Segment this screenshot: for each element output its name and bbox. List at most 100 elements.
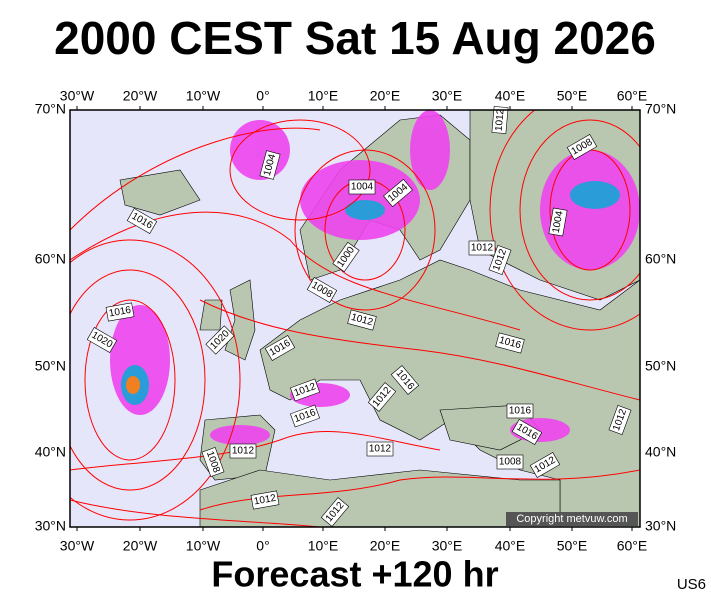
isobar-label: 1016 [495, 332, 525, 354]
isobar-label-box [86, 327, 118, 353]
isobar-label-box [348, 179, 376, 195]
isobar-label-text: 1016 [509, 406, 532, 417]
lon-label-bottom: 30°W [60, 538, 95, 554]
lon-label-top: 50°E [557, 88, 588, 104]
lon-label-top: 10°W [186, 88, 221, 104]
isobar-label-box [264, 335, 296, 361]
lat-label-right: 60°N [645, 251, 676, 267]
isobar-label-text: 1012 [253, 493, 277, 508]
isobar-label-box [468, 240, 496, 256]
lon-label-bottom: 30°E [432, 538, 463, 554]
isobar-label-text: 1012 [494, 108, 507, 132]
lon-label-top: 20°W [123, 88, 158, 104]
isobar-label: 1012 [608, 405, 632, 435]
lon-label-bottom: 0° [256, 538, 269, 554]
isobar-label-box [488, 245, 512, 275]
isobar-label: 1004 [259, 150, 281, 180]
isobar-label-box [201, 447, 225, 477]
isobar-label-text: 1004 [551, 210, 566, 234]
isobar-label: 1012 [290, 378, 320, 402]
lat-label-left: 50°N [35, 358, 66, 374]
lon-label-bottom: 50°E [557, 538, 588, 554]
lon-label-top: 60°E [617, 88, 648, 104]
isobar-label: 1016 [290, 404, 320, 428]
graticule-labels: 30°W 30°W 20°W 20°W 10°W 10°W 0° 0° 10°E 10°E 20°E… [35, 88, 677, 554]
lat-label-left: 30°N [35, 518, 66, 534]
lon-label-top: 0° [256, 88, 269, 104]
isobar-label-box [366, 441, 394, 457]
isobar-label: 1012 [250, 490, 280, 510]
map-frame [69, 109, 641, 528]
forecast-label: Forecast +120 hr [211, 554, 498, 595]
lon-label-top: 30°W [60, 88, 95, 104]
title: 2000 CEST Sat 15 Aug 2026 [54, 12, 656, 64]
intense-precipitation [126, 376, 140, 394]
lon-label-bottom: 10°W [186, 538, 221, 554]
lon-label-top: 40°E [495, 88, 526, 104]
isobar-label-box [367, 382, 397, 412]
lat-label-left: 60°N [35, 251, 66, 267]
isobar-label-box [332, 241, 360, 273]
isobar-label-box [126, 208, 158, 234]
isobar-label-box [566, 134, 598, 160]
isobar-label-box [608, 405, 632, 435]
copyright-box [506, 512, 638, 526]
isobar-label-box [548, 207, 568, 237]
isobar-label-box [250, 490, 280, 510]
isobar-label: 1016 [105, 302, 135, 322]
model-code: US6 [677, 576, 706, 593]
isobar-label: 1008 [201, 447, 225, 477]
isobar-label-box [205, 325, 235, 355]
isobar-label: 1012 [347, 309, 377, 331]
isobar-label-box [390, 365, 420, 395]
isobar-label: 1012 [488, 245, 512, 275]
isobar-label-box [491, 106, 509, 134]
isobar-label-box [496, 454, 524, 470]
isobar-label-text: 1012 [232, 446, 255, 457]
lon-label-bottom: 40°E [495, 538, 526, 554]
isobar-label-box [529, 452, 561, 478]
isobar-label-box [383, 178, 413, 208]
lon-label-bottom: 20°E [370, 538, 401, 554]
isobar-label-text: 1012 [471, 243, 494, 254]
lon-label-top: 20°E [370, 88, 401, 104]
isobar-label-box [290, 404, 320, 428]
isobar-label-box [511, 419, 543, 445]
isobar-label-box [506, 403, 534, 419]
isobar-label-box [105, 302, 135, 322]
lat-label-right: 40°N [645, 444, 676, 460]
lat-label-left: 40°N [35, 444, 66, 460]
lon-label-bottom: 10°E [308, 538, 339, 554]
isobar-label-box [495, 332, 525, 354]
isobar-label: 1008 [496, 454, 524, 470]
lat-label-right: 30°N [645, 518, 676, 534]
copyright: Copyright metvuw.com [516, 513, 627, 525]
lon-label-top: 10°E [308, 88, 339, 104]
isobar-label: 1012 [491, 106, 509, 134]
isobar-label-box [306, 277, 338, 303]
isobar-label: 1016 [506, 403, 534, 419]
isobar-label: 1012 [229, 443, 257, 459]
lat-label-left: 70°N [35, 101, 66, 117]
isobar-label-box [229, 443, 257, 459]
lat-label-right: 70°N [645, 101, 676, 117]
isobar-label-text: 1012 [369, 444, 392, 455]
isobar-label-box [259, 150, 281, 180]
isobar-label: 1004 [548, 207, 568, 237]
isobar-label-box [347, 309, 377, 331]
isobar-label: 1012 [468, 240, 496, 256]
isobar-label: 1012 [366, 441, 394, 457]
isobar-label-box [290, 378, 320, 402]
lon-label-bottom: 60°E [617, 538, 648, 554]
isobar-label-text: 1008 [499, 457, 522, 468]
isobar-label: 1004 [348, 179, 376, 195]
isobar-label-text: 1004 [351, 182, 374, 193]
precipitation [110, 110, 640, 445]
isobar-label-text: 1016 [108, 305, 132, 320]
lat-label-right: 50°N [645, 358, 676, 374]
lon-label-top: 30°E [432, 88, 463, 104]
isobar-label-box [320, 497, 350, 527]
lon-label-bottom: 20°W [123, 538, 158, 554]
